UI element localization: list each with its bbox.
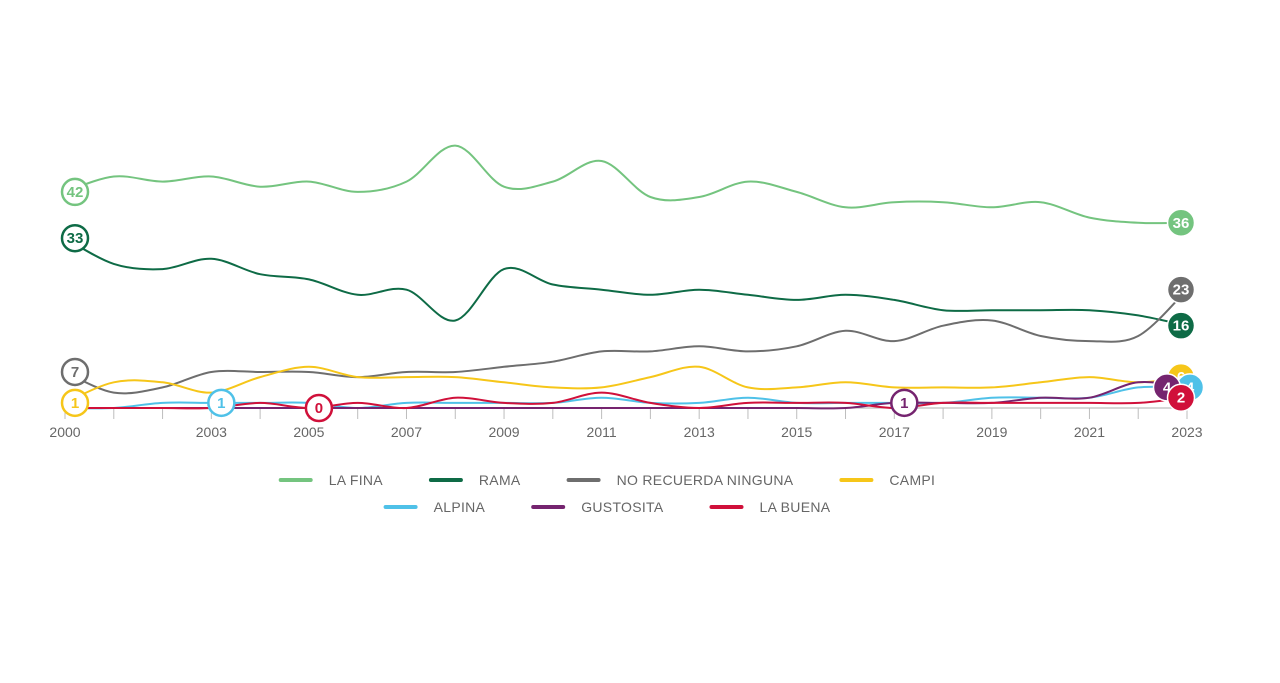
x-axis: 2000 2003 2005 2007 2009 2011 2013 2015 2017 2019… <box>49 407 1203 440</box>
point-value-label: 33 <box>67 230 84 247</box>
x-tick-label: 2005 <box>293 424 324 440</box>
point-marker <box>890 388 919 418</box>
point-value-label: 7 <box>71 364 79 381</box>
legend-item-alpina: ALPINA <box>383 499 486 515</box>
point-marker <box>1166 311 1196 340</box>
legend-label: ALPINA <box>434 499 486 515</box>
point-marker <box>1166 208 1196 238</box>
point-labels: 4236331672316141402 <box>60 177 1205 423</box>
x-tick-label: 2021 <box>1074 424 1105 440</box>
point-marker <box>60 177 90 207</box>
x-tick-label: 2015 <box>781 424 812 440</box>
legend-item-la-buena: LA BUENA <box>709 499 831 515</box>
point-marker <box>304 393 334 423</box>
point-marker <box>1166 383 1196 412</box>
series-line-la-buena <box>64 391 1188 410</box>
point-marker <box>60 388 90 418</box>
point-value-label: 16 <box>1173 318 1190 335</box>
x-tick-label: 2009 <box>488 424 519 440</box>
point-marker <box>207 388 236 418</box>
point-value-label: 42 <box>67 184 84 201</box>
point-label-la-buena: 2 <box>1166 383 1196 412</box>
point-value-label: 1 <box>900 395 908 412</box>
x-tick-label: 2013 <box>684 424 715 440</box>
legend-item-campi: CAMPI <box>839 472 935 488</box>
series-lines <box>64 144 1188 410</box>
x-tick-label: 2019 <box>976 424 1007 440</box>
point-value-label: 2 <box>1177 390 1185 407</box>
x-tick-label: 2007 <box>391 424 422 440</box>
series-line-rama <box>64 237 1188 327</box>
legend-label: NO RECUERDA NINGUNA <box>617 472 794 488</box>
point-value-label: 0 <box>315 400 323 417</box>
point-label-campi: 1 <box>60 388 90 418</box>
point-label-no-recuerda-ninguna: 23 <box>1166 275 1196 304</box>
point-label-alpina: 1 <box>207 388 236 418</box>
legend-label: LA BUENA <box>760 499 831 515</box>
legend-label: LA FINA <box>329 472 384 488</box>
point-label-la-fina: 42 <box>60 177 90 207</box>
legend-item-no-recuerda-ninguna: NO RECUERDA NINGUNA <box>566 472 794 488</box>
legend-item-rama: RAMA <box>428 472 521 488</box>
x-tick-label: 2011 <box>587 424 617 440</box>
series-line-la-fina <box>64 144 1188 225</box>
x-tick-label: 2003 <box>196 424 227 440</box>
legend-label: GUSTOSITA <box>581 499 664 515</box>
point-label-rama: 33 <box>60 223 90 253</box>
point-label-no-recuerda-ninguna: 7 <box>60 357 90 387</box>
x-tick-label: 2017 <box>879 424 910 440</box>
x-tick-label: 2023 <box>1171 424 1202 440</box>
legend-item-la-fina: LA FINA <box>278 472 384 488</box>
point-value-label: 36 <box>1173 215 1190 232</box>
x-tick-label: 2000 <box>49 424 80 440</box>
point-marker <box>60 357 90 387</box>
point-marker <box>1166 275 1196 304</box>
point-label-rama: 16 <box>1166 311 1196 340</box>
legend-label: CAMPI <box>889 472 935 488</box>
point-marker <box>60 223 90 253</box>
legend-item-gustosita: GUSTOSITA <box>531 499 664 515</box>
point-value-label: 4 <box>1163 379 1172 396</box>
series-line-campi <box>64 365 1188 404</box>
point-label-la-buena: 0 <box>304 393 334 423</box>
point-value-label: 23 <box>1173 282 1190 299</box>
point-value-label: 1 <box>217 395 225 412</box>
legend-label: RAMA <box>479 472 521 488</box>
point-label-gustosita: 1 <box>890 388 919 418</box>
point-value-label: 1 <box>71 395 79 412</box>
legend: LA FINA RAMA NO RECUERDA NINGUNA CAMPI ALPIN… <box>278 472 935 515</box>
point-label-la-fina: 36 <box>1166 208 1196 238</box>
series-line-no-recuerda-ninguna <box>64 288 1188 395</box>
